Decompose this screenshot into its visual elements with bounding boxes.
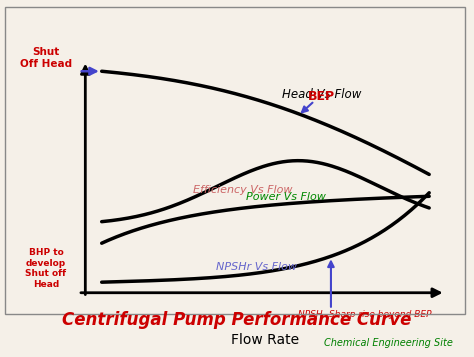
Text: Flow Rate: Flow Rate [231, 333, 300, 347]
Text: BEP: BEP [308, 90, 335, 103]
Text: Shut
Off Head: Shut Off Head [20, 47, 72, 69]
Text: Chemical Engineering Site: Chemical Engineering Site [324, 338, 453, 348]
Text: NPSHₐ Sharp rise beyond BEP: NPSHₐ Sharp rise beyond BEP [298, 310, 432, 318]
Text: Efficiency Vs Flow: Efficiency Vs Flow [193, 185, 293, 195]
Text: BHP to
develop
Shut off
Head: BHP to develop Shut off Head [26, 248, 66, 288]
Text: Head Vs Flow: Head Vs Flow [282, 89, 361, 101]
Text: NPSHr Vs Flow: NPSHr Vs Flow [216, 262, 297, 272]
Text: Centrifugal Pump Performance Curve: Centrifugal Pump Performance Curve [62, 311, 412, 329]
Text: Power Vs Flow: Power Vs Flow [246, 192, 326, 202]
